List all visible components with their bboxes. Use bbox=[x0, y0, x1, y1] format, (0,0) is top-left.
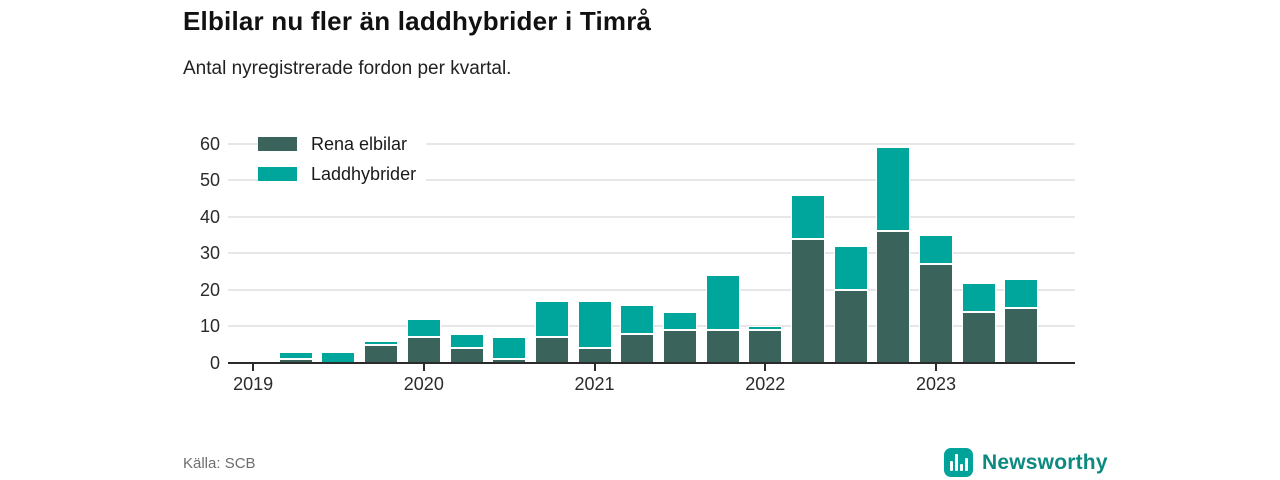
source-note: Källa: SCB bbox=[183, 455, 256, 472]
bar-segment-elbilar bbox=[534, 337, 569, 363]
legend-item-elbilar: Rena elbilar bbox=[258, 131, 427, 157]
legend-swatch-elbilar bbox=[258, 137, 297, 151]
logo-bar bbox=[965, 458, 968, 471]
page-title: Elbilar nu fler än laddhybrider i Timrå bbox=[183, 6, 652, 36]
bar-segment-laddhybrider bbox=[278, 352, 313, 360]
bar-segment-laddhybrider bbox=[662, 311, 697, 331]
bar-segment-elbilar bbox=[961, 311, 996, 363]
gridline-y60 bbox=[228, 142, 1075, 145]
x-axis-tick-2019 bbox=[252, 364, 255, 371]
bar-segment-elbilar bbox=[364, 344, 399, 363]
bar-segment-elbilar bbox=[577, 348, 612, 363]
bar-segment-elbilar bbox=[662, 330, 697, 363]
newsworthy-logo-text: Newsworthy bbox=[982, 450, 1108, 474]
bar-segment-laddhybrider bbox=[705, 275, 740, 331]
newsworthy-logo[interactable]: Newsworthy bbox=[944, 448, 1108, 477]
y-axis-label-40: 40 bbox=[199, 206, 220, 227]
x-axis-label-2022: 2022 bbox=[745, 374, 786, 394]
y-axis-label-10: 10 bbox=[199, 316, 220, 337]
x-axis-tick-2023 bbox=[934, 364, 937, 371]
bar-segment-elbilar bbox=[406, 337, 441, 363]
bar-segment-laddhybrider bbox=[449, 333, 484, 349]
y-axis-label-30: 30 bbox=[199, 243, 220, 264]
bar-segment-laddhybrider bbox=[961, 282, 996, 312]
x-axis-tick-2021 bbox=[593, 364, 596, 371]
bar-segment-laddhybrider bbox=[876, 147, 911, 232]
bar-segment-elbilar bbox=[790, 238, 825, 363]
gridline-y40 bbox=[228, 215, 1075, 218]
bar-segment-laddhybrider bbox=[1004, 278, 1039, 309]
y-axis-label-20: 20 bbox=[199, 279, 220, 300]
y-axis-label-60: 60 bbox=[199, 133, 220, 154]
bar-segment-elbilar bbox=[876, 231, 911, 363]
bar-segment-laddhybrider bbox=[406, 319, 441, 338]
logo-bar bbox=[950, 461, 953, 471]
bar-segment-laddhybrider bbox=[534, 300, 569, 338]
gridline-y50 bbox=[228, 179, 1075, 182]
gridline-y30 bbox=[228, 252, 1075, 255]
logo-bar bbox=[960, 464, 963, 471]
legend-item-laddhybrider: Laddhybrider bbox=[258, 161, 427, 187]
bar-segment-laddhybrider bbox=[748, 326, 783, 331]
bar-segment-laddhybrider bbox=[833, 246, 868, 290]
bar-chart-logo-icon bbox=[944, 448, 973, 477]
bar-segment-laddhybrider bbox=[577, 300, 612, 349]
x-axis-label-2020: 2020 bbox=[403, 374, 444, 394]
gridline-y20 bbox=[228, 288, 1075, 291]
bar-segment-laddhybrider bbox=[790, 194, 825, 239]
bar-segment-elbilar bbox=[918, 264, 953, 363]
page-subtitle: Antal nyregistrerade fordon per kvartal. bbox=[183, 58, 512, 79]
bar-segment-elbilar bbox=[705, 330, 740, 363]
logo-bar bbox=[955, 454, 958, 471]
x-axis-tick-2022 bbox=[764, 364, 767, 371]
legend-label-laddhybrider: Laddhybrider bbox=[311, 164, 417, 184]
bar-segment-elbilar bbox=[1004, 308, 1039, 363]
bar-segment-laddhybrider bbox=[492, 337, 527, 360]
bar-segment-laddhybrider bbox=[918, 235, 953, 265]
bar-segment-laddhybrider bbox=[364, 341, 399, 345]
x-axis-label-2019: 2019 bbox=[233, 374, 274, 394]
legend-swatch-laddhybrider bbox=[258, 167, 297, 181]
bar-segment-elbilar bbox=[620, 333, 655, 363]
x-axis-label-2021: 2021 bbox=[574, 374, 615, 394]
bar-segment-laddhybrider bbox=[620, 304, 655, 334]
y-axis-label-0: 0 bbox=[209, 353, 220, 373]
x-axis-label-2023: 2023 bbox=[915, 374, 956, 394]
x-axis-tick-2020 bbox=[422, 364, 425, 371]
bar-segment-elbilar bbox=[449, 348, 484, 363]
bar-segment-elbilar bbox=[748, 330, 783, 363]
legend: Rena elbilar Laddhybrider bbox=[258, 131, 427, 191]
x-axis-line bbox=[228, 362, 1075, 364]
bar-segment-elbilar bbox=[833, 289, 868, 363]
y-axis-label-50: 50 bbox=[199, 170, 220, 191]
legend-label-elbilar: Rena elbilar bbox=[311, 134, 408, 154]
